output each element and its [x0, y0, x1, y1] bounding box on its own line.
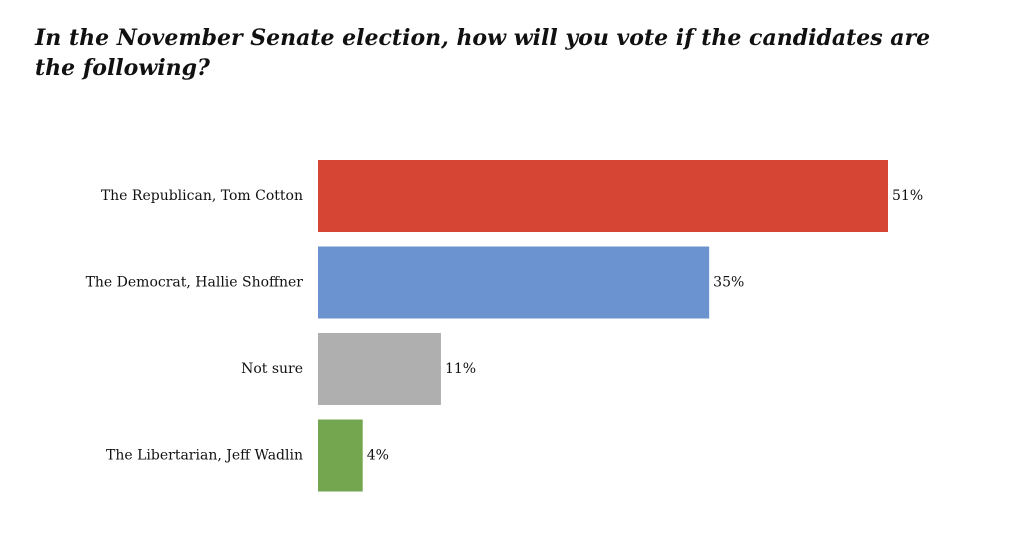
bars-layer: The Republican, Tom Cotton 51% The Democra…: [86, 160, 923, 492]
value-label-0: 51%: [892, 188, 923, 204]
chart-title: In the November Senate election, how wil…: [35, 25, 931, 81]
value-label-2: 11%: [445, 361, 476, 377]
bar-2: [318, 333, 441, 405]
bar-0: [318, 160, 888, 232]
category-label-2: Not sure: [241, 361, 303, 377]
category-label-3: The Libertarian, Jeff Wadlin: [106, 448, 303, 464]
bar-3: [318, 419, 363, 492]
bar-1: [318, 246, 710, 319]
category-label-1: The Democrat, Hallie Shoffner: [86, 275, 304, 291]
category-label-0: The Republican, Tom Cotton: [101, 188, 303, 204]
value-label-1: 35%: [713, 275, 744, 291]
value-label-3: 4%: [367, 448, 389, 464]
